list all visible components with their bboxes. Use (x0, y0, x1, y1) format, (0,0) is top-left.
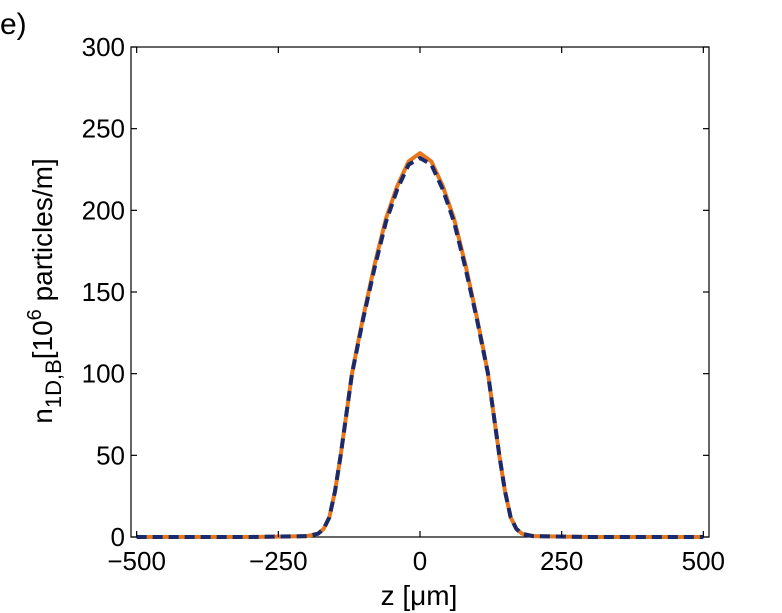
y-axis-label-base: n (27, 408, 58, 424)
x-tick-label: −250 (249, 546, 308, 576)
y-tick-label: 200 (82, 195, 125, 225)
series-line-dashed (136, 156, 704, 539)
y-tick-label: 100 (82, 359, 125, 389)
plot-area-border (130, 46, 710, 538)
y-axis-label-unit-prefix: [10 (27, 320, 58, 359)
panel-label: e) (0, 8, 27, 41)
plot-frame (130, 46, 710, 538)
y-tick-label: 250 (82, 114, 125, 144)
x-tick-label: 250 (540, 546, 583, 576)
x-tick-label: 500 (682, 546, 725, 576)
y-tick-label: 0 (111, 522, 125, 552)
series-layer (136, 151, 704, 539)
y-axis-ticks: 0 50 100 150 200 250 300 (82, 32, 709, 552)
y-tick-label: 150 (82, 277, 125, 307)
x-axis-ticks: −500 −250 0 250 500 (107, 47, 725, 576)
y-tick-label: 50 (96, 440, 125, 470)
x-tick-label: 0 (413, 546, 427, 576)
y-axis-label: n1D,B[106 particles/m] (24, 158, 66, 424)
y-tick-label: 300 (82, 32, 125, 62)
series-line-solid (136, 151, 704, 539)
x-tick-label: −500 (107, 546, 166, 576)
x-axis-label: z [μm] (381, 580, 458, 611)
y-axis-label-unit-suffix: particles/m] (27, 158, 58, 309)
y-axis-label-subscript: 1D,B (41, 359, 66, 408)
y-axis-label-exponent: 6 (24, 309, 46, 320)
